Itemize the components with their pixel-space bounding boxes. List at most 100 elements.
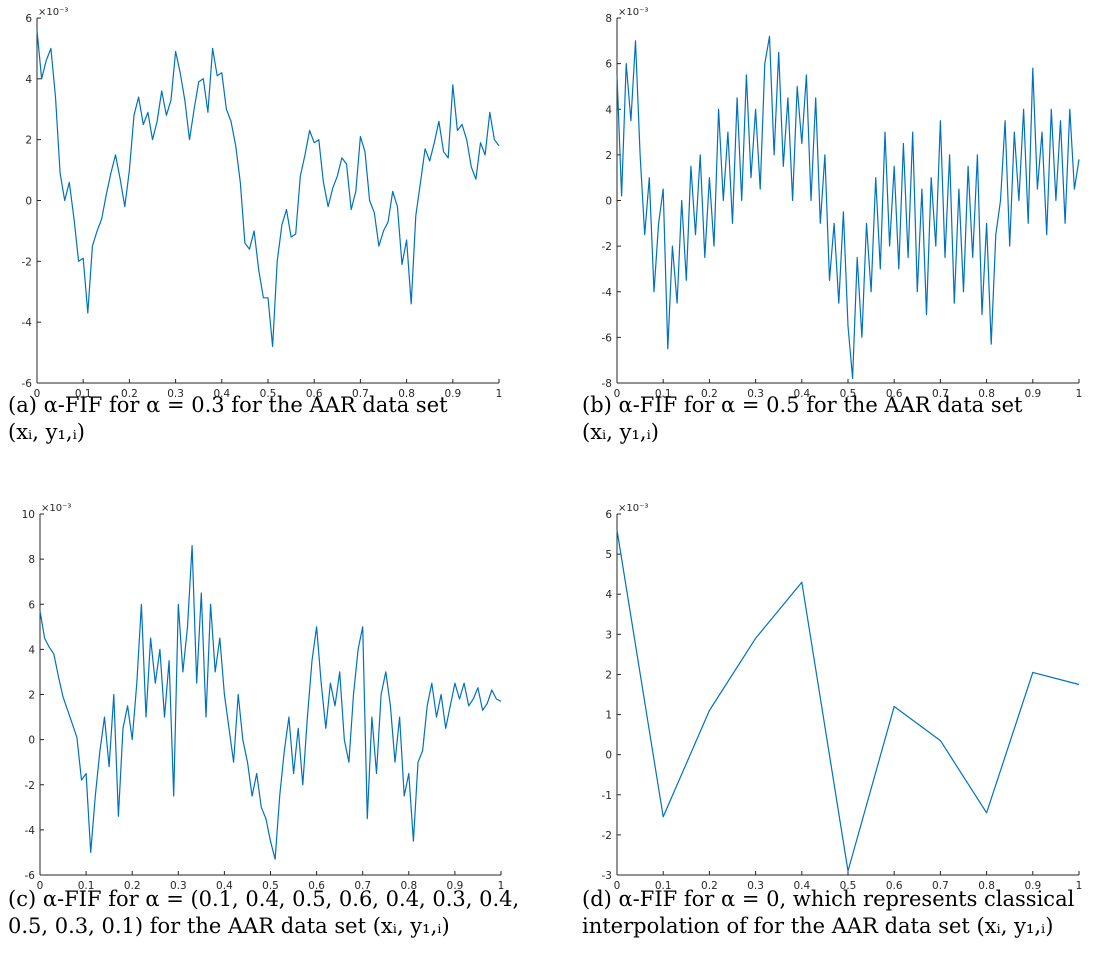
x-tick-label-a: 0.2 — [121, 388, 138, 400]
chart-panel-d: 0 0.1 0.2 0.3 0.4 0.5 0.6 0.7 0.8 0.9 1 -3 -2 -1 0 1 2 3 4… — [551, 487, 1102, 974]
caption-b-line1: (b) α-FIF for α = 0.5 for the AAR data s… — [582, 393, 1023, 417]
y-tick-label-d: 4 — [605, 589, 612, 601]
caption-c-line2: 0.5, 0.3, 0.1) for the AAR data set (xᵢ,… — [8, 914, 450, 938]
y-tick-label-d: 5 — [605, 549, 612, 561]
exponent-label-b: ×10⁻³ — [618, 7, 648, 18]
y-tick-label-c: -2 — [25, 780, 35, 792]
x-tick-label-b: 0.9 — [1024, 388, 1041, 400]
x-tick-label-c: 0.2 — [124, 880, 141, 892]
x-tick-label-a: 0.9 — [444, 388, 461, 400]
x-tick-label-c: 0.5 — [262, 880, 279, 892]
x-tick-label-c: 0.6 — [308, 880, 325, 892]
y-tick-label-c: -6 — [25, 870, 36, 882]
caption-b-line2: (xᵢ, y₁,ᵢ) — [582, 420, 659, 444]
chart-c-svg: 0 0.1 0.2 0.3 0.4 0.5 0.6 0.7 0.8 0.9 1 -6 -4 -2 0 2 4 6 8… — [22, 503, 505, 892]
x-tick-label-d: 0.1 — [655, 880, 672, 892]
caption-a-line2: (xᵢ, y₁,ᵢ) — [8, 420, 85, 444]
x-tick-label-a: 0.3 — [167, 388, 184, 400]
y-tick-label-c: 4 — [28, 644, 35, 656]
y-tick-label-c: 0 — [28, 735, 35, 747]
y-tick-label-a: 0 — [25, 196, 32, 208]
x-tick-label-d: 0.7 — [932, 880, 949, 892]
y-tick-label-d: 6 — [605, 509, 612, 521]
y-tick-label-b: 8 — [605, 13, 612, 25]
series-line-d — [616, 529, 1080, 872]
x-tick-label-b: 0.5 — [840, 388, 857, 400]
x-tick-label-c: 0.9 — [447, 880, 464, 892]
x-tick-label-c: 0.4 — [216, 880, 233, 892]
y-tick-label-b: 2 — [605, 150, 612, 162]
x-tick-label-c: 1 — [498, 880, 505, 892]
y-tick-label-c: -4 — [25, 825, 36, 837]
x-tick-label-d: 0.4 — [793, 880, 810, 892]
x-tick-label-b: 0.2 — [701, 388, 718, 400]
x-tick-label-d: 0.6 — [886, 880, 903, 892]
y-tick-label-b: -2 — [602, 241, 612, 253]
x-tick-label-d: 0.2 — [701, 880, 718, 892]
x-tick-label-d: 0 — [614, 880, 621, 892]
y-tick-label-a: 4 — [25, 74, 32, 86]
x-tick-label-c: 0.1 — [78, 880, 95, 892]
x-tick-label-a: 0.5 — [260, 388, 277, 400]
x-tick-label-d: 0.9 — [1024, 880, 1041, 892]
chart-b-svg: 0 0.1 0.2 0.3 0.4 0.5 0.6 0.7 0.8 0.9 1 -8 -6 -4 -2 0 2 4… — [602, 7, 1083, 400]
x-tick-label-a: 0.4 — [213, 388, 230, 400]
y-tick-label-a: -2 — [22, 256, 32, 268]
caption-c: (c) α-FIF for α = (0.1, 0.4, 0.5, 0.6, 0… — [8, 886, 548, 940]
chart-panel-a: 0 0.1 0.2 0.3 0.4 0.5 0.6 0.7 0.8 0.9 1 -6 -4 -2 0 2 4 6 ×… — [0, 0, 551, 487]
caption-b: (b) α-FIF for α = 0.5 for the AAR data s… — [582, 392, 1102, 446]
x-tick-label-c: 0.3 — [170, 880, 187, 892]
chart-d-svg: 0 0.1 0.2 0.3 0.4 0.5 0.6 0.7 0.8 0.9 1 -3 -2 -1 0 1 2 3 4… — [602, 503, 1083, 892]
y-tick-label-a: 6 — [25, 13, 32, 25]
y-tick-label-b: 6 — [605, 59, 612, 71]
x-tick-label-d: 1 — [1076, 880, 1083, 892]
x-tick-label-d: 0.5 — [840, 880, 857, 892]
caption-d-line2: interpolation of for the AAR data set (x… — [582, 914, 1054, 938]
x-tick-label-c: 0.8 — [400, 880, 417, 892]
caption-a-line1: (a) α-FIF for α = 0.3 for the AAR data s… — [8, 393, 448, 417]
x-tick-label-a: 0.6 — [306, 388, 323, 400]
chart-panel-c: 0 0.1 0.2 0.3 0.4 0.5 0.6 0.7 0.8 0.9 1 -6 -4 -2 0 2 4 6 8… — [0, 487, 551, 974]
y-tick-label-c: 2 — [28, 690, 35, 702]
x-tick-label-a: 0.7 — [352, 388, 369, 400]
x-tick-label-d: 0.8 — [978, 880, 995, 892]
x-tick-label-a: 0.1 — [75, 388, 92, 400]
x-tick-label-d: 0.3 — [747, 880, 764, 892]
y-tick-label-b: -6 — [602, 332, 613, 344]
y-tick-label-d: 3 — [605, 629, 612, 641]
y-tick-label-d: -2 — [602, 830, 612, 842]
exponent-label-c: ×10⁻³ — [41, 503, 71, 514]
caption-d-line1: (d) α-FIF for α = 0, which represents cl… — [582, 887, 1075, 911]
y-tick-label-d: -3 — [602, 870, 612, 882]
y-tick-label-d: 2 — [605, 669, 612, 681]
x-tick-label-c: 0.7 — [354, 880, 371, 892]
y-tick-label-a: -6 — [22, 378, 33, 390]
x-tick-label-b: 0 — [614, 388, 621, 400]
y-tick-label-b: -8 — [602, 378, 612, 390]
y-tick-label-c: 6 — [28, 599, 35, 611]
y-tick-label-d: -1 — [602, 790, 612, 802]
y-tick-label-c: 8 — [28, 554, 35, 566]
y-tick-label-b: 0 — [605, 196, 612, 208]
x-tick-label-c: 0 — [37, 880, 44, 892]
y-tick-label-b: 4 — [605, 104, 612, 116]
x-tick-label-a: 0 — [34, 388, 41, 400]
series-line-b — [616, 35, 1080, 379]
y-tick-label-d: 1 — [605, 710, 612, 722]
series-line-c — [39, 544, 502, 860]
exponent-label-d: ×10⁻³ — [618, 503, 648, 514]
y-tick-label-a: -4 — [22, 317, 33, 329]
x-tick-label-b: 0.7 — [932, 388, 949, 400]
x-tick-label-a: 0.8 — [398, 388, 415, 400]
x-tick-label-a: 1 — [496, 388, 503, 400]
y-tick-label-c: 10 — [22, 509, 35, 521]
y-tick-label-d: 0 — [605, 750, 612, 762]
caption-c-line1: (c) α-FIF for α = (0.1, 0.4, 0.5, 0.6, 0… — [8, 887, 520, 911]
x-tick-label-b: 0.3 — [747, 388, 764, 400]
y-tick-label-b: -4 — [602, 287, 613, 299]
caption-a: (a) α-FIF for α = 0.3 for the AAR data s… — [8, 392, 538, 446]
x-tick-label-b: 0.1 — [655, 388, 672, 400]
caption-d: (d) α-FIF for α = 0, which represents cl… — [582, 886, 1102, 940]
y-tick-label-a: 2 — [25, 135, 32, 147]
chart-a-svg: 0 0.1 0.2 0.3 0.4 0.5 0.6 0.7 0.8 0.9 1 -6 -4 -2 0 2 4 6 ×… — [22, 7, 503, 400]
